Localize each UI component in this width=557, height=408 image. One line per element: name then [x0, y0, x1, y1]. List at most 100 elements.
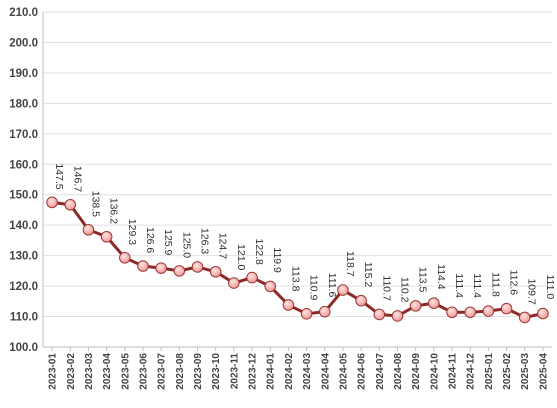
data-labels: 147.5 146.7 138.5 136.2 129.3 126.6 125.9 125.0… [53, 163, 556, 305]
data-point [137, 260, 149, 272]
y-axis-ticks: 100.0 110.0 120.0 130.0 140.0 150.0 160.0 170.0… [9, 7, 38, 354]
x-tick-label: 2023-05 [120, 353, 131, 390]
data-point [119, 251, 131, 264]
data-label: 125.0 [180, 232, 192, 258]
x-tick-label: 2023-04 [102, 353, 113, 390]
x-tick-label: 2023-07 [157, 353, 168, 390]
x-tick-label: 2023-06 [138, 353, 149, 390]
data-label: 114.4 [435, 264, 447, 290]
data-point [464, 306, 476, 319]
data-point [518, 311, 531, 324]
data-label: 126.6 [144, 227, 156, 253]
data-point [300, 308, 313, 320]
data-label: 109.7 [526, 278, 538, 304]
x-tick-label: 2024-10 [429, 353, 440, 390]
data-label: 111.6 [326, 273, 338, 298]
series-line-layer [50, 200, 545, 319]
y-tick-label: 160.0 [9, 159, 38, 171]
data-label: 122.8 [253, 239, 265, 265]
data-label: 113.5 [417, 267, 429, 293]
x-tick-label: 2024-11 [448, 353, 459, 390]
data-point [228, 277, 240, 289]
x-tick-label: 2024-09 [411, 353, 422, 390]
x-tick-label: 2024-01 [266, 353, 277, 390]
data-label: 111.8 [489, 272, 501, 297]
y-tick-label: 100.0 [9, 342, 38, 354]
data-point [409, 300, 422, 312]
data-point [173, 265, 186, 277]
x-tick-label: 2024-05 [338, 353, 349, 390]
y-tick-label: 150.0 [9, 190, 38, 202]
data-point [191, 261, 204, 273]
data-label: 110.9 [308, 275, 320, 301]
x-tick-label: 2024-08 [393, 353, 404, 390]
data-point [82, 223, 95, 236]
data-point [355, 294, 367, 307]
y-tick-label: 170.0 [9, 129, 38, 141]
x-tick-label: 2025-01 [484, 353, 495, 390]
axes [42, 12, 552, 348]
data-point [264, 280, 277, 293]
data-point [100, 230, 113, 243]
data-label: 110.7 [380, 275, 392, 301]
x-tick-label: 2023-02 [66, 353, 77, 390]
y-tick-label: 180.0 [9, 98, 38, 110]
data-label: 124.7 [217, 233, 229, 259]
data-label: 136.2 [108, 198, 120, 224]
x-tick-label: 2023-11 [229, 353, 240, 390]
data-label: 112.6 [508, 270, 520, 296]
y-tick-label: 200.0 [9, 37, 38, 49]
x-tick-label: 2023-12 [248, 353, 259, 390]
data-label: 126.3 [199, 228, 211, 254]
data-label: 129.3 [126, 219, 138, 245]
series-markers [46, 196, 549, 324]
data-label: 111.4 [471, 273, 483, 298]
x-tick-label: 2023-09 [193, 353, 204, 390]
data-point [500, 302, 513, 315]
data-point [246, 271, 258, 284]
data-point [373, 308, 386, 321]
data-point [428, 297, 440, 309]
x-tick-label: 2024-06 [357, 353, 368, 390]
data-point [537, 307, 549, 320]
y-tick-label: 140.0 [9, 220, 38, 232]
data-label: 119.9 [271, 247, 283, 273]
y-tick-label: 110.0 [10, 312, 38, 324]
x-tick-label: 2023-01 [48, 353, 59, 390]
data-label: 125.9 [162, 229, 174, 255]
data-point [282, 299, 295, 311]
x-tick-label: 2024-02 [284, 353, 295, 390]
y-tick-label: 190.0 [9, 68, 38, 80]
data-point [46, 196, 58, 209]
data-label: 113.8 [289, 266, 301, 292]
data-label: 111.4 [453, 273, 465, 298]
x-tick-label: 2025-04 [538, 353, 549, 390]
y-tick-label: 130.0 [9, 251, 38, 263]
data-label: 121.0 [235, 244, 247, 270]
x-tick-label: 2025-03 [520, 353, 531, 390]
data-point [482, 305, 495, 317]
data-point [446, 306, 458, 319]
gridlines [43, 11, 552, 348]
y-tick-label: 120.0 [9, 281, 38, 293]
data-label: 147.5 [53, 163, 65, 189]
data-label: 110.2 [398, 277, 410, 303]
x-tick-label: 2023-08 [175, 353, 186, 390]
data-point [318, 305, 331, 318]
data-point [155, 262, 167, 274]
data-point [337, 284, 349, 296]
data-point [209, 265, 222, 278]
data-label: 138.5 [89, 191, 101, 217]
x-tick-label: 2023-03 [84, 353, 95, 390]
data-label: 111.0 [544, 275, 556, 300]
data-label: 115.2 [362, 262, 374, 288]
x-axis-ticks: 2023-01 2023-02 2023-03 2023-04 2023-05 2023-… [48, 347, 549, 390]
x-tick-label: 2024-07 [375, 353, 386, 390]
x-tick-label: 2025-02 [502, 353, 513, 390]
x-tick-label: 2023-10 [211, 353, 222, 390]
data-label: 118.7 [344, 251, 356, 277]
y-tick-label: 210.0 [9, 7, 38, 19]
data-point [391, 310, 404, 322]
